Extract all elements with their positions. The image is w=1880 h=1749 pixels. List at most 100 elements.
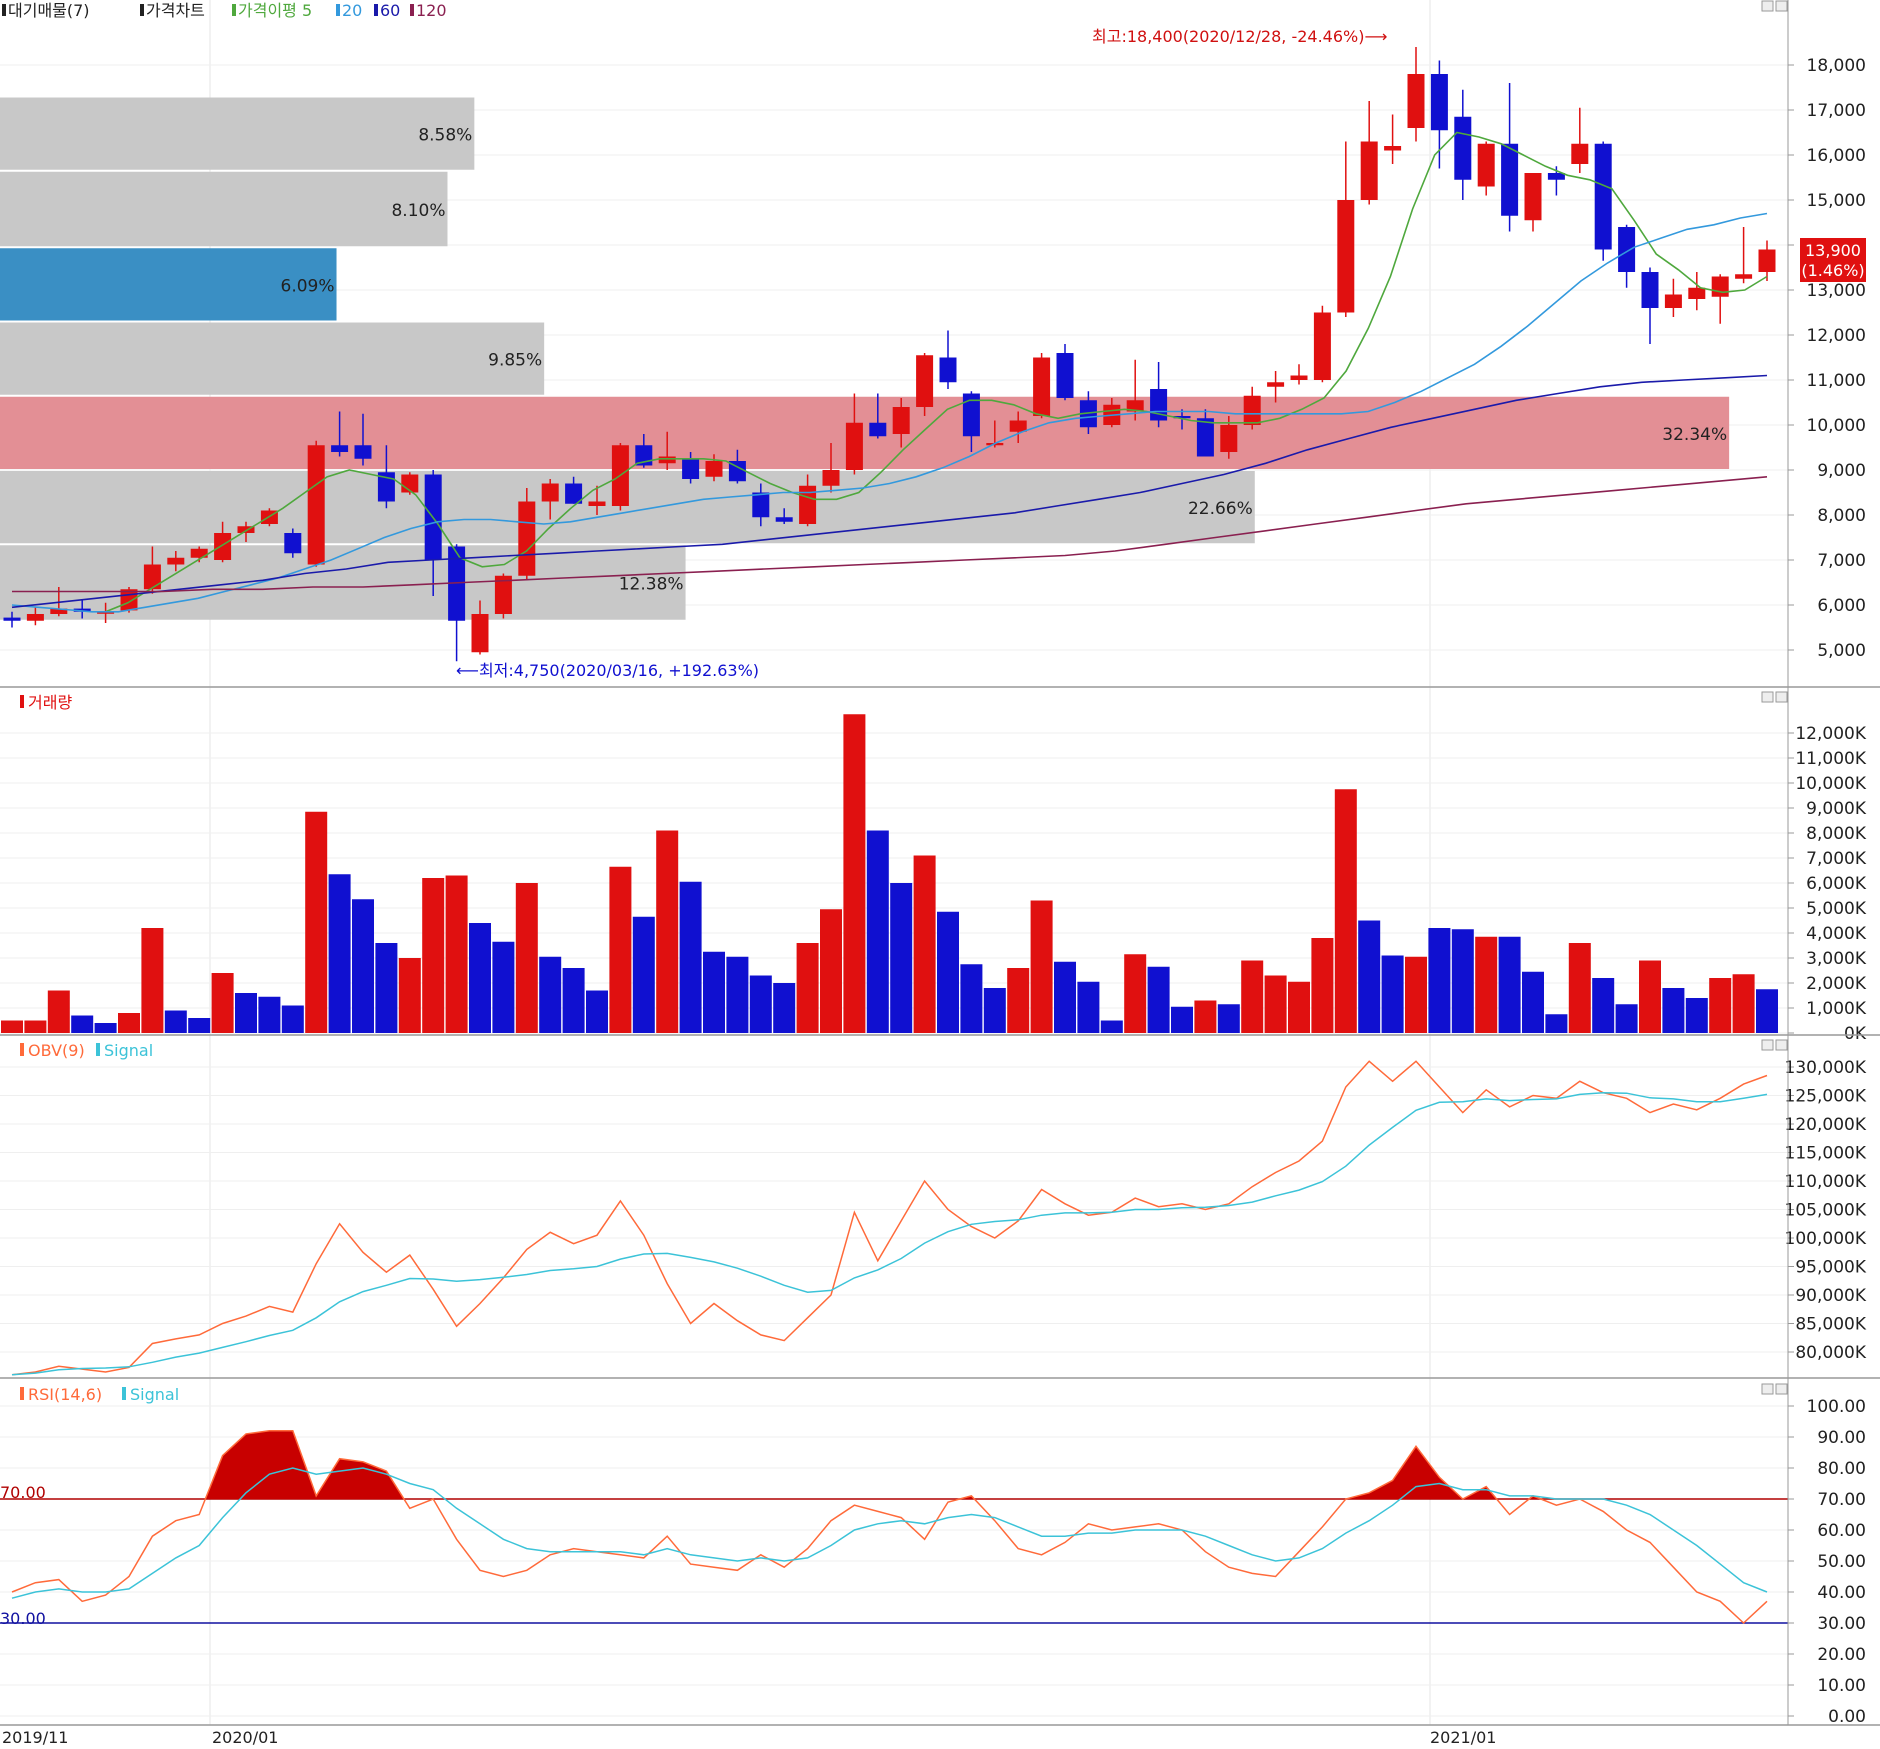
volume-bar xyxy=(375,943,398,1033)
panel-close-button[interactable] xyxy=(1775,691,1788,703)
candle-body xyxy=(448,546,466,621)
volume-y-tick-label: 9,000K xyxy=(1806,799,1867,819)
legend-swatch xyxy=(20,1387,24,1400)
candle-body xyxy=(1033,357,1051,416)
legend-swatch xyxy=(410,4,414,16)
volume-bar xyxy=(94,1023,117,1033)
volume-bar xyxy=(1124,954,1147,1033)
volume-y-tick-label: 1,000K xyxy=(1806,999,1867,1019)
legend-swatch xyxy=(122,1387,126,1400)
volume-bar xyxy=(1615,1004,1638,1033)
overhang-bar xyxy=(0,97,475,170)
candle-body xyxy=(822,470,840,486)
rsi-y-tick-label: 70.00 xyxy=(1817,1490,1866,1510)
obv-y-tick-label: 110,000K xyxy=(1785,1172,1867,1192)
volume-bar xyxy=(1639,960,1661,1033)
volume-bar xyxy=(1217,1004,1240,1033)
candle-body xyxy=(26,614,44,621)
price-y-tick-label: 18,000 xyxy=(1807,56,1866,76)
rsi-upper-label: 70.00 xyxy=(0,1483,46,1502)
obv-y-tick-label: 100,000K xyxy=(1785,1229,1867,1249)
volume-y-tick-label: 7,000K xyxy=(1806,849,1867,869)
ma20-line xyxy=(11,212,1768,613)
candlesticks xyxy=(3,47,1776,662)
rsi-y-tick-label: 50.00 xyxy=(1817,1552,1866,1572)
rsi-signal-line xyxy=(11,1467,1768,1599)
volume-bar xyxy=(118,1013,140,1033)
volume-bar xyxy=(656,830,679,1033)
rsi-y-tick-label: 0.00 xyxy=(1828,1707,1866,1727)
panel-minimize-button[interactable] xyxy=(1761,691,1774,703)
candle-body xyxy=(1571,143,1589,164)
candle-body xyxy=(775,517,793,522)
candle-body xyxy=(1711,276,1729,297)
volume-bar xyxy=(328,874,351,1033)
volume-bar xyxy=(469,923,491,1033)
panel-close-button[interactable] xyxy=(1775,0,1788,12)
volume-bar xyxy=(1194,1000,1217,1033)
candle-body xyxy=(658,456,676,464)
candle-body xyxy=(3,617,21,621)
legend-swatch xyxy=(20,695,24,708)
candle-body xyxy=(1664,294,1682,308)
candle-body xyxy=(307,445,325,565)
volume-bar xyxy=(1756,989,1778,1033)
volume-bar xyxy=(1451,929,1474,1033)
candle-body xyxy=(1524,173,1542,221)
volume-bar xyxy=(796,943,819,1033)
volume-bar xyxy=(422,878,445,1033)
volume-bar xyxy=(1,1020,23,1033)
ma60-line xyxy=(11,374,1768,609)
volume-bar xyxy=(866,830,889,1033)
volume-y-tick-label: 2,000K xyxy=(1806,974,1867,994)
volume-bar xyxy=(281,1005,304,1033)
panel-minimize-button[interactable] xyxy=(1761,1383,1774,1395)
panel-close-button[interactable] xyxy=(1775,1383,1788,1395)
volume-bar xyxy=(1592,978,1615,1033)
candle-body xyxy=(1196,418,1214,457)
volume-bar xyxy=(913,855,936,1033)
volume-y-tick-label: 10,000K xyxy=(1795,774,1866,794)
volume-y-tick-label: 12,000K xyxy=(1795,724,1866,744)
candle-body xyxy=(1735,274,1753,279)
obv-y-tick-label: 95,000K xyxy=(1795,1258,1866,1278)
price-y-tick-label: 13,000 xyxy=(1807,281,1866,301)
candle-body xyxy=(1688,287,1706,299)
panel-controls xyxy=(1761,0,1788,1395)
candle-body xyxy=(1290,375,1308,380)
price-y-tick-label: 9,000 xyxy=(1817,461,1866,481)
volume-bar xyxy=(609,866,632,1033)
price-y-tick-label: 8,000 xyxy=(1817,506,1866,526)
rsi-line xyxy=(11,1430,1768,1625)
candle-body xyxy=(939,357,957,383)
rsi-y-tick-label: 10.00 xyxy=(1817,1676,1866,1696)
price-y-tick-label: 10,000 xyxy=(1807,416,1866,436)
volume-bar xyxy=(1334,789,1357,1033)
candle-body xyxy=(1243,395,1261,425)
panel-close-button[interactable] xyxy=(1775,1039,1788,1051)
candle-body xyxy=(331,445,349,452)
current-price-badge: 13,900 (1.46%) xyxy=(1800,238,1866,282)
high-price-note: 최고:18,400(2020/12/28, -24.46%)⟶ xyxy=(1092,27,1387,46)
candle-body xyxy=(705,461,723,477)
legend-ma20: 20 xyxy=(342,1,362,20)
volume-bar xyxy=(937,911,959,1033)
volume-y-tick-label: 8,000K xyxy=(1806,824,1867,844)
candle-body xyxy=(541,483,559,502)
panel-minimize-button[interactable] xyxy=(1761,0,1774,12)
overhang-percent: 12.38% xyxy=(619,575,684,595)
candle-body xyxy=(1384,146,1402,151)
candle-body xyxy=(354,445,372,459)
volume-bar xyxy=(773,983,796,1033)
volume-bar xyxy=(235,993,257,1033)
legend-swatch xyxy=(2,4,6,16)
candle-body xyxy=(1313,312,1331,380)
volume-bar xyxy=(1007,968,1030,1033)
overhang-percent: 22.66% xyxy=(1188,499,1253,519)
candle-body xyxy=(728,461,746,482)
panel-minimize-button[interactable] xyxy=(1761,1039,1774,1051)
volume-bar xyxy=(983,988,1006,1033)
candle-body xyxy=(237,526,255,533)
candle-body xyxy=(1618,227,1636,272)
